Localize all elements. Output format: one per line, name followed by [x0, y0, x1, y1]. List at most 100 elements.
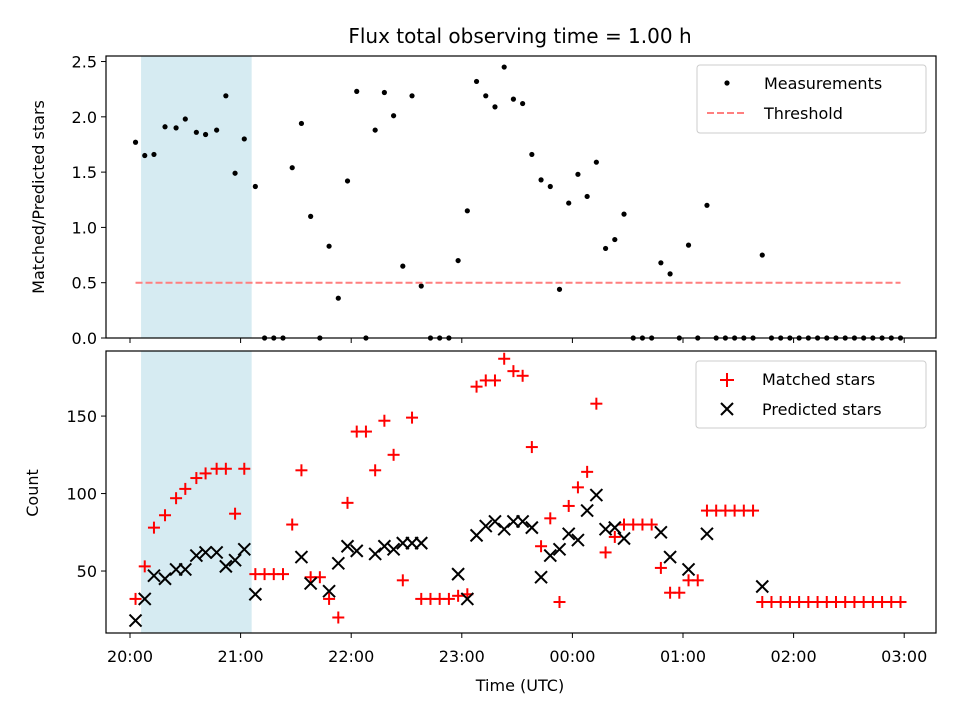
data-point — [326, 243, 332, 249]
data-point — [390, 113, 397, 119]
data-point — [612, 236, 618, 243]
series-measurements — [132, 64, 904, 341]
data-point — [894, 596, 907, 609]
data-point — [198, 545, 213, 560]
y-tick-label: 1.5 — [72, 163, 97, 182]
data-point — [232, 170, 238, 176]
y-tick-label: 2.0 — [72, 108, 97, 127]
data-point — [483, 93, 489, 99]
data-point — [368, 547, 382, 561]
data-point — [470, 380, 483, 393]
data-point — [289, 165, 295, 171]
x-tick-label: 00:00 — [549, 647, 595, 666]
data-point — [182, 116, 188, 122]
plot-area-counts — [128, 352, 907, 628]
x-tick-label: 23:00 — [439, 647, 485, 666]
x-tick-label: 20:00 — [107, 647, 153, 666]
data-point — [159, 509, 172, 522]
data-point — [451, 567, 465, 581]
data-point — [170, 492, 183, 505]
data-point — [464, 208, 470, 214]
data-point — [455, 257, 461, 264]
data-point — [162, 124, 168, 130]
y-tick-label: 1.0 — [72, 218, 97, 237]
y-tick-label: 0.0 — [72, 329, 97, 348]
data-point — [667, 271, 673, 277]
x-axis-ratio — [129, 338, 905, 343]
data-point — [179, 482, 192, 495]
data-point — [556, 286, 563, 292]
legend-label-threshold: Threshold — [763, 104, 843, 123]
data-point — [479, 519, 493, 533]
data-point — [510, 96, 517, 102]
data-point — [219, 462, 232, 475]
data-point — [575, 171, 581, 177]
legend-marker-measurements — [724, 80, 730, 86]
data-point — [381, 89, 387, 96]
data-point — [323, 592, 336, 605]
data-point — [238, 462, 251, 475]
y-axis-ratio: 0.0 0.5 1.0 1.5 2.0 2.5 — [72, 53, 106, 348]
data-point — [529, 151, 535, 158]
data-point — [488, 374, 501, 387]
y-axis-counts: 50 100 150 — [66, 407, 106, 581]
data-point — [158, 572, 172, 586]
plot-area-ratio — [132, 64, 904, 341]
y-tick-label: 150 — [66, 407, 97, 426]
data-point — [704, 202, 710, 208]
data-point — [621, 211, 627, 217]
legend-marker-predicted — [720, 402, 734, 416]
observing-window-span — [141, 351, 252, 633]
axes-frame-counts — [105, 350, 937, 634]
data-point — [460, 592, 475, 606]
data-point — [538, 177, 544, 183]
data-point — [229, 507, 242, 520]
data-point — [132, 139, 139, 145]
data-point — [377, 539, 392, 553]
data-point — [372, 127, 378, 133]
data-point — [359, 425, 372, 438]
data-point — [147, 521, 160, 534]
data-point — [409, 93, 415, 99]
y-axis-label-counts: Count — [23, 469, 42, 517]
data-point — [599, 546, 612, 559]
data-point — [418, 283, 424, 289]
data-point — [608, 520, 622, 535]
data-point — [248, 587, 263, 601]
data-point — [241, 136, 247, 142]
data-point — [473, 78, 480, 85]
data-point — [562, 499, 575, 512]
legend-label-measurements: Measurements — [764, 74, 882, 93]
data-point — [344, 178, 351, 184]
data-point — [673, 586, 686, 599]
data-point — [276, 568, 289, 581]
data-point — [193, 129, 199, 135]
data-point — [322, 584, 336, 598]
data-point — [590, 397, 603, 410]
data-point — [608, 530, 621, 543]
data-point — [515, 514, 530, 529]
y-tick-label: 100 — [66, 485, 97, 504]
legend-ratio: Measurements Threshold — [696, 64, 927, 134]
data-point — [354, 88, 360, 94]
data-point — [294, 550, 309, 564]
data-point — [350, 544, 364, 558]
data-point — [617, 531, 631, 546]
data-point — [147, 568, 161, 583]
data-point — [331, 556, 346, 570]
x-axis-label: Time (UTC) — [475, 676, 564, 695]
data-point — [534, 570, 548, 584]
x-tick-label: 21:00 — [218, 647, 264, 666]
data-point — [544, 512, 557, 525]
x-tick-label: 02:00 — [771, 647, 817, 666]
data-point — [189, 548, 204, 563]
data-point — [386, 542, 401, 557]
data-point — [658, 260, 664, 266]
data-point — [552, 542, 567, 557]
y-tick-label: 2.5 — [72, 53, 97, 72]
data-point — [571, 533, 585, 547]
data-point — [691, 574, 704, 587]
data-point — [663, 550, 677, 564]
data-point — [747, 504, 760, 517]
data-point — [341, 496, 354, 509]
